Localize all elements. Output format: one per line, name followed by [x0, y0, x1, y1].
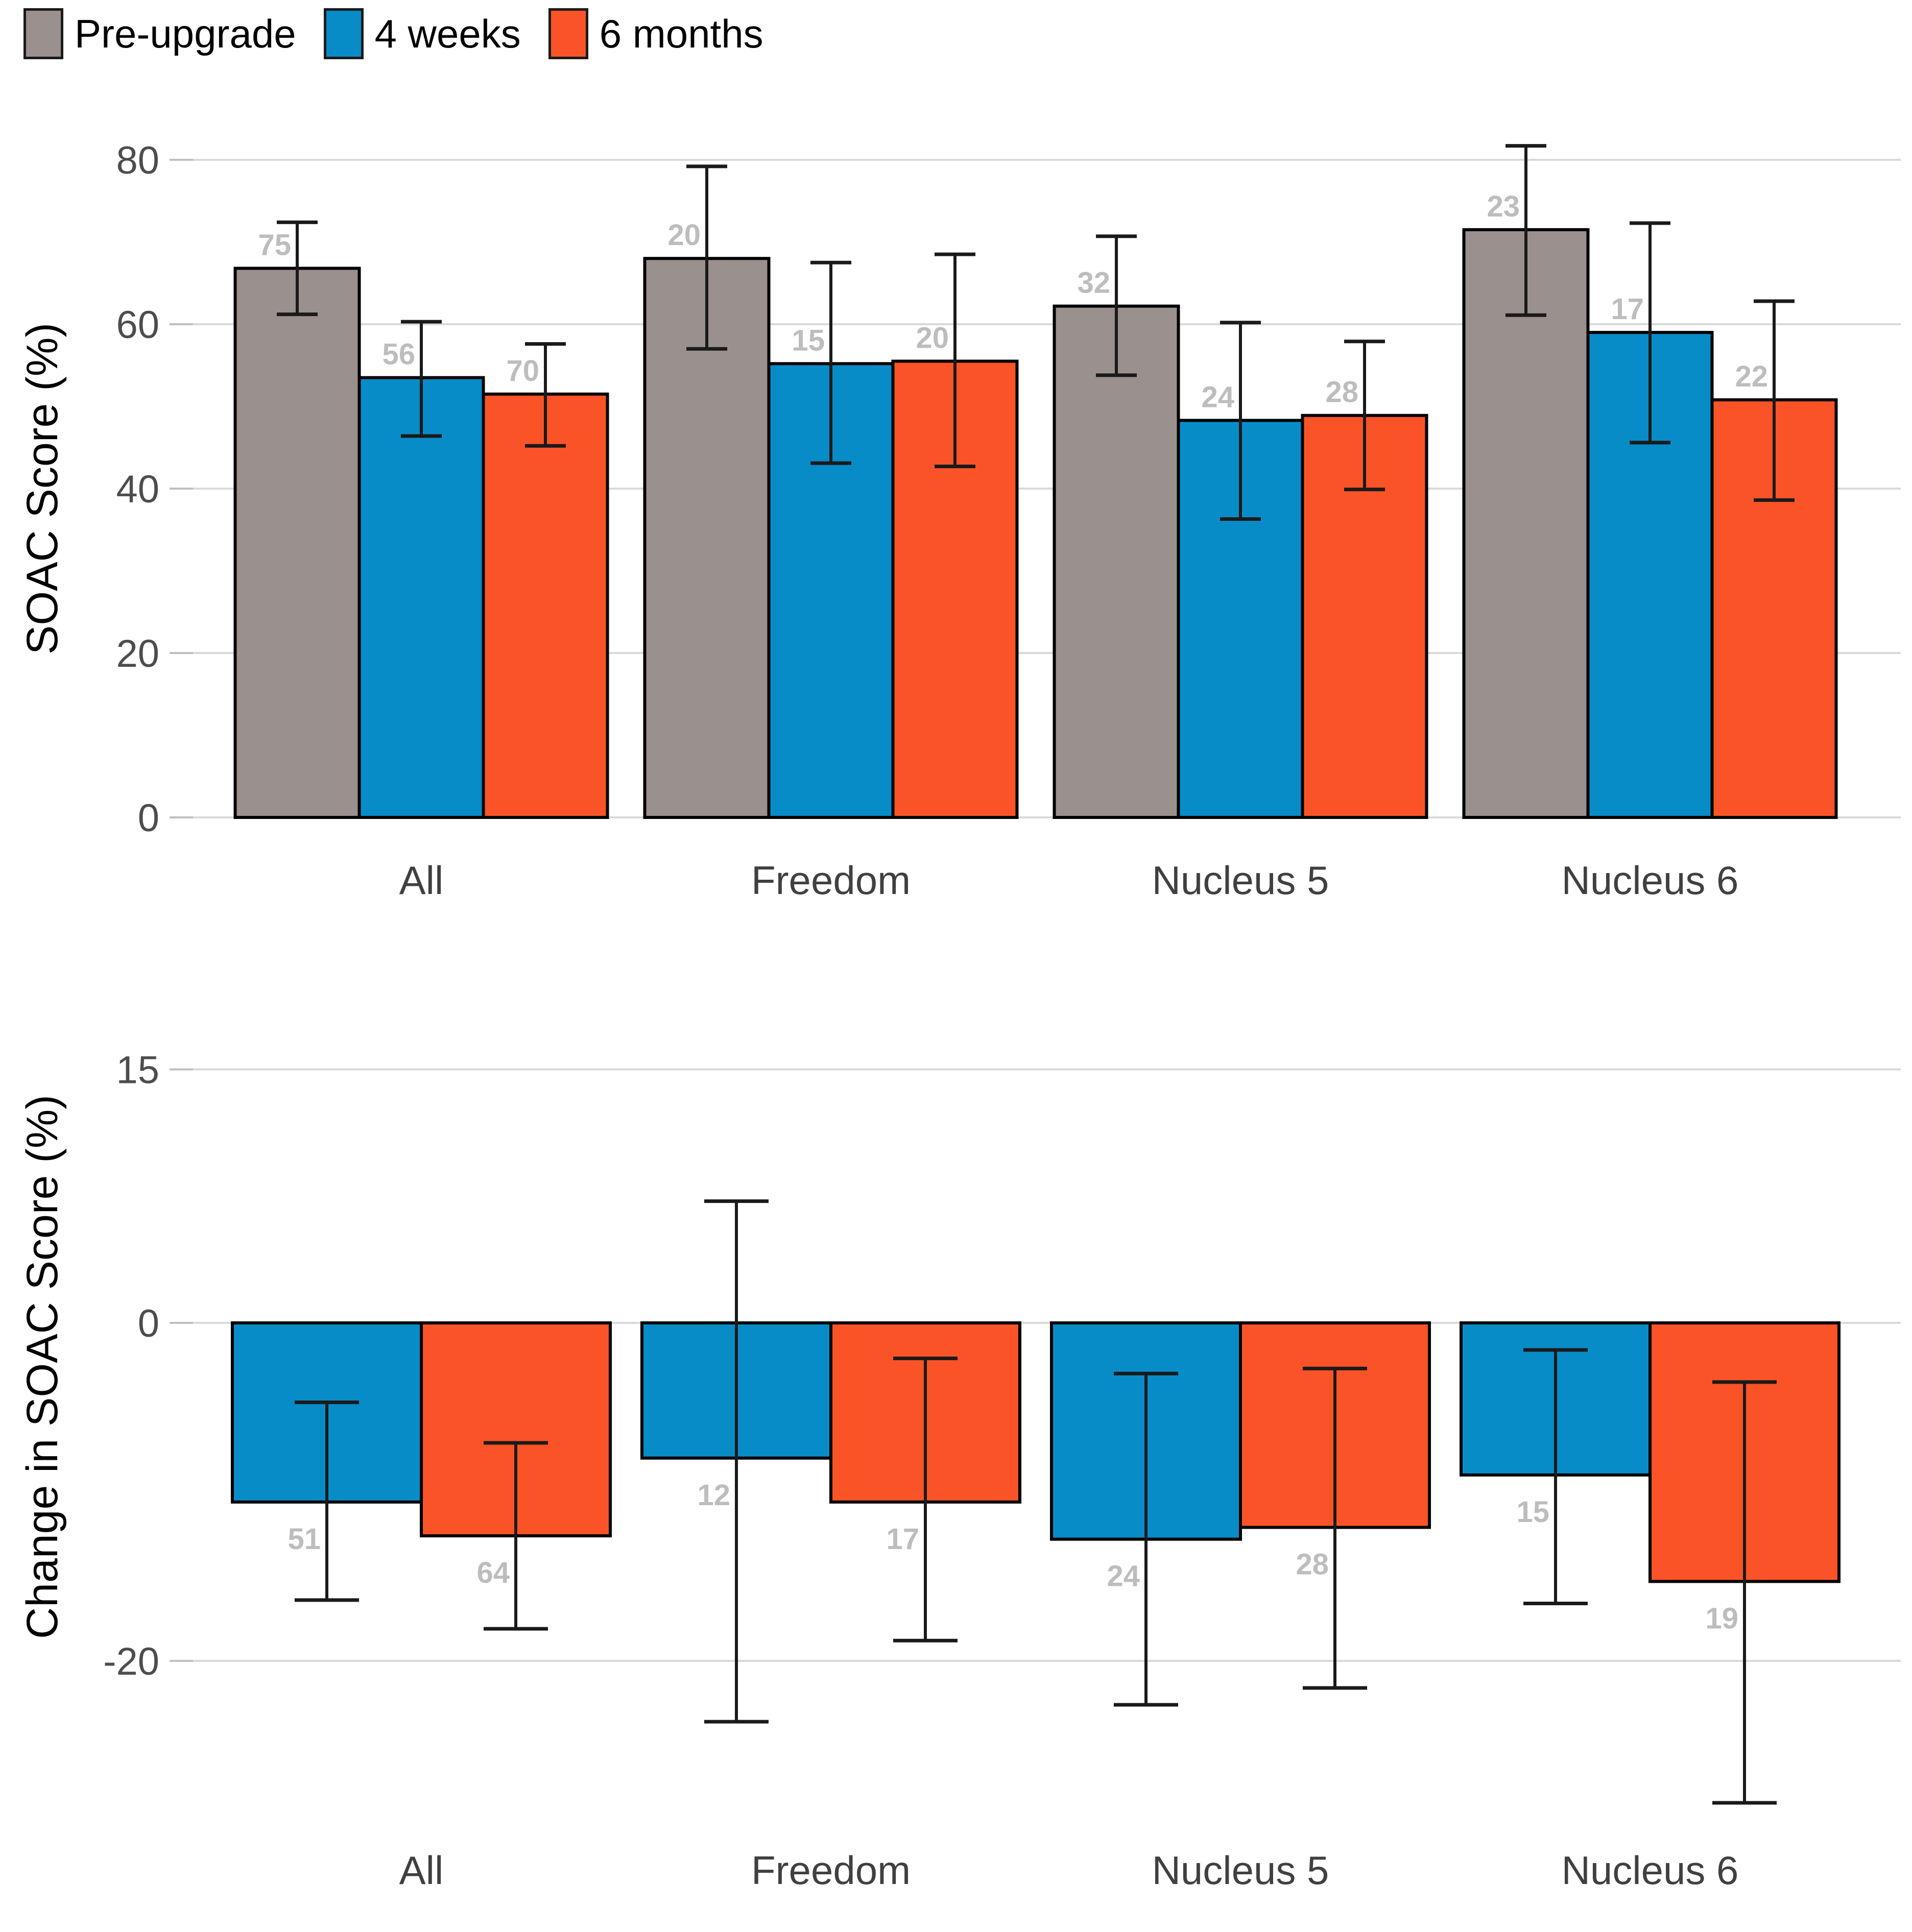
bar-pre-upgrade-all [233, 267, 361, 819]
n-label-4-weeks-freedom: 12 [697, 1479, 730, 1512]
bar-pre-upgrade-nucleus-5 [1053, 304, 1180, 819]
n-label-4-weeks-nucleus-6: 17 [1611, 293, 1644, 326]
n-label-6-months-nucleus-6: 19 [1705, 1602, 1738, 1635]
y-axis-title-change-in-soac-score: Change in SOAC Score (%) [18, 1095, 67, 1639]
legend-swatch-pre-upgrade [23, 8, 63, 59]
n-label-6-months-nucleus-6: 22 [1735, 360, 1768, 393]
n-label-6-months-freedom: 17 [886, 1523, 919, 1556]
legend-item-pre-upgrade: Pre-upgrade [23, 8, 296, 59]
n-label-pre-upgrade-all: 75 [258, 229, 291, 262]
n-label-4-weeks-nucleus-5: 24 [1107, 1560, 1140, 1593]
n-label-pre-upgrade-freedom: 20 [667, 219, 701, 252]
legend-item-6-months: 6 months [548, 8, 763, 59]
category-label-nucleus-6: Nucleus 6 [1562, 1848, 1739, 1893]
y-tick-label-0: 0 [138, 1302, 159, 1345]
n-label-4-weeks-freedom: 15 [792, 324, 825, 357]
n-label-4-weeks-nucleus-5: 24 [1201, 380, 1234, 414]
bar-6-months-freedom [891, 359, 1019, 819]
category-label-freedom: Freedom [751, 858, 911, 903]
n-label-6-months-freedom: 20 [916, 321, 949, 354]
y-tick-label-80: 80 [116, 139, 159, 182]
legend-label-6-months: 6 months [599, 11, 763, 56]
change-in-soac-score-chart: 15 0 -20 All Freedom Nucleus 5 Nucleus 6 51 64 12… [18, 1049, 1901, 1893]
n-label-4-weeks-all: 56 [382, 338, 415, 371]
bar-6-months-all [482, 392, 609, 819]
category-label-nucleus-5: Nucleus 5 [1152, 858, 1329, 903]
n-label-pre-upgrade-nucleus-6: 23 [1487, 190, 1520, 223]
bar-4-weeks-all [357, 376, 485, 819]
legend-swatch-6-months [548, 8, 588, 59]
n-label-6-months-all: 64 [476, 1556, 510, 1589]
y-tick-label-40: 40 [116, 468, 159, 511]
y-tick-label-0: 0 [138, 796, 159, 840]
y-tick-label-20: 20 [116, 632, 159, 675]
category-label-nucleus-6: Nucleus 6 [1562, 858, 1739, 903]
category-label-nucleus-5: Nucleus 5 [1152, 1848, 1329, 1893]
y-tick-label-15: 15 [116, 1049, 159, 1092]
category-label-all: All [399, 858, 444, 903]
n-label-4-weeks-nucleus-6: 15 [1516, 1495, 1549, 1529]
legend-label-4-weeks: 4 weeks [374, 11, 521, 56]
n-label-4-weeks-all: 51 [288, 1523, 321, 1556]
y-tick-label--20: -20 [103, 1640, 159, 1683]
soac-score-chart: 0 20 40 60 80 All Freedom Nucleus 5 Nucleus 6 75 5… [18, 139, 1901, 903]
legend-item-4-weeks: 4 weeks [323, 8, 521, 59]
legend-label-pre-upgrade: Pre-upgrade [75, 11, 296, 56]
n-label-pre-upgrade-nucleus-5: 32 [1077, 267, 1110, 300]
y-tick-label-60: 60 [116, 303, 159, 347]
n-label-6-months-all: 70 [506, 354, 539, 388]
legend: Pre-upgrade 4 weeks 6 months [23, 8, 763, 59]
n-label-6-months-nucleus-5: 28 [1296, 1548, 1329, 1581]
legend-swatch-4-weeks [323, 8, 364, 59]
n-label-6-months-nucleus-5: 28 [1325, 376, 1358, 409]
category-label-freedom: Freedom [751, 1848, 911, 1893]
bar-pre-upgrade-nucleus-6 [1462, 228, 1590, 819]
y-axis-title-soac-score: SOAC Score (%) [18, 323, 67, 655]
category-label-all: All [399, 1848, 444, 1893]
